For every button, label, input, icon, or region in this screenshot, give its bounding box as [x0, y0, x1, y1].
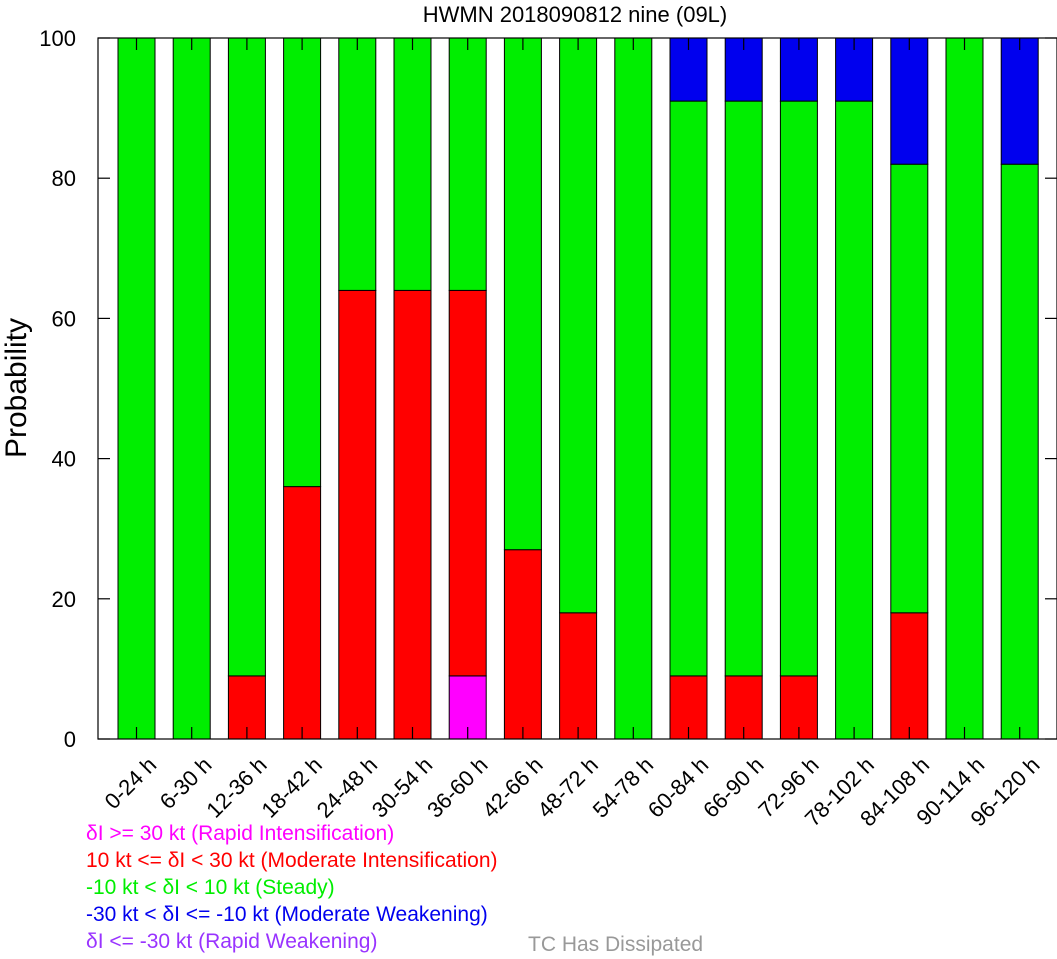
legend-rapid-intensification: δI >= 30 kt (Rapid Intensification): [86, 822, 395, 845]
bar-segment-66-90-h-s2: [724, 100, 763, 677]
bar-segment-12-36-h-s2: [227, 37, 266, 677]
y-tick-label: 60: [52, 306, 76, 331]
legend-dissipated: TC Has Dissipated: [528, 933, 704, 956]
x-tick-label-42-66-h: 42-66 h: [477, 752, 547, 822]
chart-title: HWMN 2018090812 nine (09L): [423, 2, 728, 27]
x-tick-label-36-60-h: 36-60 h: [422, 752, 492, 822]
bar-segment-42-66-h-s1: [503, 549, 542, 740]
y-tick-label: 80: [52, 166, 76, 191]
x-tick-label-0-24-h: 0-24 h: [100, 752, 162, 814]
bar-segment-96-120-h-s3: [1000, 37, 1039, 165]
bar-segment-90-114-h-s2: [945, 37, 984, 740]
bar-segment-24-48-h-s2: [338, 37, 377, 291]
y-tick-label: 100: [39, 26, 76, 51]
bar-segment-24-48-h-s1: [338, 289, 377, 740]
bar-segment-30-54-h-s1: [393, 289, 432, 740]
y-tick-label: 20: [52, 587, 76, 612]
x-tick-label-48-72-h: 48-72 h: [533, 752, 603, 822]
bar-segment-18-42-h-s1: [283, 486, 322, 740]
y-tick-label: 0: [64, 727, 76, 752]
x-tick-label-54-78-h: 54-78 h: [588, 752, 658, 822]
x-tick-label-24-48-h: 24-48 h: [312, 752, 382, 822]
legend: δI >= 30 kt (Rapid Intensification) 10 k…: [86, 820, 498, 955]
legend-steady: -10 kt < δI < 10 kt (Steady): [86, 876, 335, 899]
bar-segment-18-42-h-s2: [283, 37, 322, 488]
bar-segment-48-72-h-s2: [559, 37, 598, 614]
bar-segment-6-30-h-s2: [172, 37, 211, 740]
bar-segment-30-54-h-s2: [393, 37, 432, 291]
legend-moderate-intensification: 10 kt <= δI < 30 kt (Moderate Intensific…: [86, 849, 498, 872]
x-tick-label-66-90-h: 66-90 h: [698, 752, 768, 822]
x-tick-label-18-42-h: 18-42 h: [257, 752, 327, 822]
bar-segment-96-120-h-s2: [1000, 163, 1039, 740]
legend-moderate-weakening: -30 kt < δI <= -10 kt (Moderate Weakenin…: [86, 903, 488, 926]
bar-segment-36-60-h-s2: [448, 37, 487, 291]
bar-segment-72-96-h-s2: [779, 100, 818, 677]
bars-group: [117, 37, 1039, 740]
y-tick-label: 40: [52, 447, 76, 472]
bar-segment-60-84-h-s2: [669, 100, 708, 677]
bar-segment-0-24-h-s2: [117, 37, 156, 740]
bar-segment-60-84-h-s3: [669, 37, 708, 102]
bar-segment-84-108-h-s1: [890, 612, 929, 740]
bar-segment-48-72-h-s1: [559, 612, 598, 740]
y-axis-label: Probability: [0, 318, 33, 458]
x-tick-label-60-84-h: 60-84 h: [643, 752, 713, 822]
bar-segment-42-66-h-s2: [503, 37, 542, 551]
bar-segment-54-78-h-s2: [614, 37, 653, 740]
legend-rapid-weakening: δI <= -30 kt (Rapid Weakening): [86, 930, 378, 953]
x-tick-label-12-36-h: 12-36 h: [201, 752, 271, 822]
x-tick-label-30-54-h: 30-54 h: [367, 752, 437, 822]
bar-segment-78-102-h-s3: [835, 37, 874, 102]
bar-segment-84-108-h-s2: [890, 163, 929, 614]
bar-segment-78-102-h-s2: [835, 100, 874, 740]
bar-segment-36-60-h-s1: [448, 289, 487, 677]
bar-segment-84-108-h-s3: [890, 37, 929, 165]
